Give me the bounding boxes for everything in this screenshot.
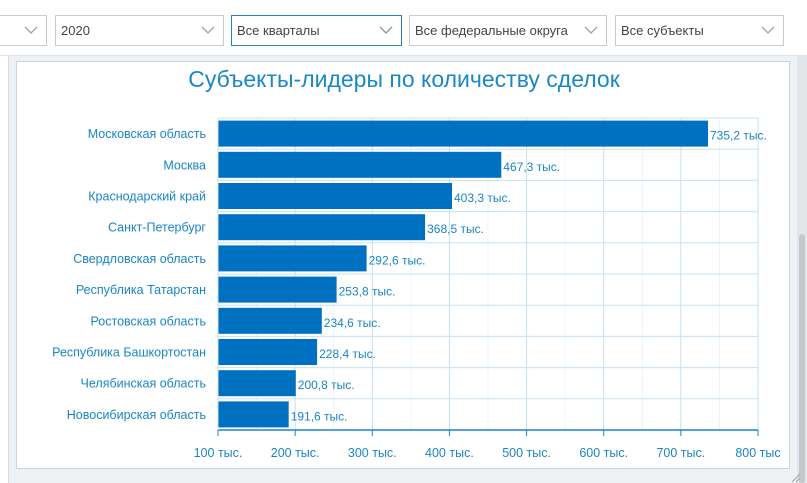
filter-bar: 2020 Все кварталы Все федеральные округа… <box>0 0 807 56</box>
category-label: Краснодарский край <box>88 190 206 204</box>
x-tick-label: 700 тыс. <box>656 446 705 460</box>
category-label: Москва <box>163 158 206 172</box>
year-dropdown[interactable]: 2020 <box>55 15 224 46</box>
left-panel-edge <box>0 56 9 483</box>
x-tick-label: 600 тыс. <box>579 446 628 460</box>
category-label: Республика Башкортостан <box>52 346 206 360</box>
bar[interactable] <box>218 120 708 147</box>
subject-dropdown[interactable]: Все субъекты <box>615 15 784 46</box>
x-tick-label: 200 тыс. <box>271 446 320 460</box>
resize-grip-icon[interactable] <box>789 471 801 483</box>
category-label: Челябинская область <box>81 377 206 391</box>
x-tick-label: 100 тыс. <box>194 446 243 460</box>
bar[interactable] <box>218 401 289 428</box>
bar[interactable] <box>218 370 296 397</box>
value-label: 200,8 тыс. <box>298 378 355 392</box>
district-dropdown[interactable]: Все федеральные округа <box>409 15 607 46</box>
chevron-down-icon <box>24 26 38 34</box>
scrollbar-thumb[interactable] <box>799 234 805 483</box>
bar[interactable] <box>218 339 318 365</box>
value-label: 234,6 тыс. <box>324 316 381 330</box>
category-label: Республика Татарстан <box>76 283 206 297</box>
quarter-dropdown[interactable]: Все кварталы <box>231 15 402 46</box>
vertical-scrollbar[interactable] <box>797 56 807 483</box>
bar[interactable] <box>218 214 426 241</box>
bar[interactable] <box>218 307 322 334</box>
year-value: 2020 <box>61 23 90 38</box>
category-label: Свердловская область <box>73 252 206 266</box>
bar[interactable] <box>218 151 502 178</box>
value-label: 253,8 тыс. <box>339 285 396 299</box>
chart-title: Субъекты-лидеры по количеству сделок <box>188 66 621 92</box>
x-tick-label: 800 тыс <box>735 446 780 460</box>
first-filter-dropdown[interactable] <box>0 15 47 46</box>
x-tick-label: 400 тыс. <box>425 446 474 460</box>
chevron-down-icon <box>761 26 775 34</box>
chevron-down-icon <box>584 26 598 34</box>
chevron-down-icon <box>379 26 393 34</box>
bar[interactable] <box>218 276 337 303</box>
value-label: 368,5 тыс. <box>427 222 484 236</box>
bar[interactable] <box>218 183 452 209</box>
category-label: Санкт-Петербург <box>108 221 206 235</box>
district-value: Все федеральные округа <box>415 23 568 38</box>
value-label: 735,2 тыс. <box>710 129 767 143</box>
value-label: 228,4 тыс. <box>319 347 376 361</box>
value-labels: 735,2 тыс. 467,3 тыс. 403,3 тыс. 368,5 тыс.… <box>291 129 767 424</box>
value-label: 191,6 тыс. <box>291 409 348 423</box>
chevron-down-icon <box>201 26 215 34</box>
bar[interactable] <box>218 245 367 272</box>
x-tick-label: 500 тыс. <box>502 446 551 460</box>
x-tick-label: 300 тыс. <box>348 446 397 460</box>
quarter-value: Все кварталы <box>237 23 320 38</box>
value-label: 292,6 тыс. <box>369 253 426 267</box>
category-label: Ростовская область <box>91 314 207 328</box>
subject-value: Все субъекты <box>621 23 704 38</box>
category-label: Московская область <box>88 127 206 141</box>
value-label: 467,3 тыс. <box>503 160 560 174</box>
value-label: 403,3 тыс. <box>454 191 511 205</box>
x-axis: 100 тыс. 200 тыс. 300 тыс. 400 тыс. 500 тыс.… <box>194 118 781 460</box>
category-label: Новосибирская область <box>67 408 206 422</box>
category-labels: Московская область Москва Краснодарский кр… <box>52 127 206 422</box>
chart-bars <box>218 120 708 428</box>
